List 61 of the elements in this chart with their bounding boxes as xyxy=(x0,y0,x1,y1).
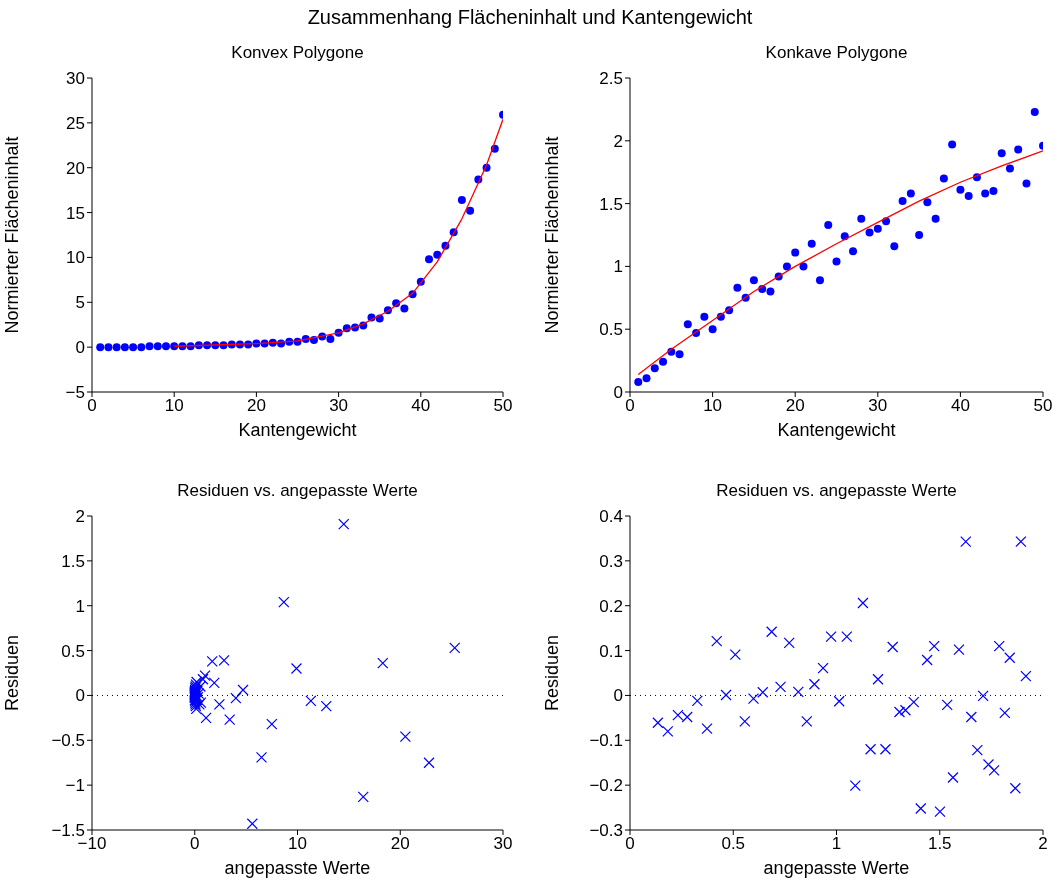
x-tick-label: 30 xyxy=(493,834,513,854)
x-tick-label: 50 xyxy=(493,396,513,416)
chart-title: Konvex Polygone xyxy=(230,42,365,64)
chart-title: Residuen vs. angepasste Werte xyxy=(176,480,419,502)
chart-title: Residuen vs. angepasste Werte xyxy=(715,480,958,502)
y-tick-label: 1.5 xyxy=(61,551,85,571)
y-tick-label: 0.2 xyxy=(599,596,623,616)
x-tick-label: 30 xyxy=(329,396,349,416)
x-tick-label: 2 xyxy=(1038,834,1048,854)
x-tick-label: 1 xyxy=(831,834,842,854)
y-tick-label: 0.5 xyxy=(599,320,623,340)
x-tick-label: 10 xyxy=(288,834,307,854)
y-tick-label: 0.4 xyxy=(599,507,623,527)
x-axis-title: angepasste Werte xyxy=(224,858,371,878)
y-tick-label: 0.1 xyxy=(599,641,623,661)
y-tick-label: −0.2 xyxy=(589,776,623,796)
x-tick-label: 10 xyxy=(164,396,184,416)
text: Zusammenhang Flächeninhalt und Kantengewicht xyxy=(306,6,754,29)
y-tick-label: 1 xyxy=(613,257,623,277)
x-axis-title: angepasste Werte xyxy=(763,858,910,878)
y-tick-label: 0 xyxy=(75,338,85,358)
y-tick-label: −0.3 xyxy=(589,821,623,841)
y-axis-title: Normierter Flächeninhalt xyxy=(542,136,563,334)
y-tick-label: 1 xyxy=(75,596,85,616)
y-tick-label: 30 xyxy=(66,69,85,89)
x-tick-label: 0 xyxy=(190,834,200,854)
y-tick-label: −5 xyxy=(65,383,85,403)
y-axis-title: Residuen xyxy=(2,634,23,712)
y-axis-title: Residuen xyxy=(542,634,563,712)
x-tick-label: 30 xyxy=(868,396,888,416)
x-tick-label: 50 xyxy=(1033,396,1053,416)
y-tick-label: 10 xyxy=(66,248,85,268)
y-tick-label: −0.1 xyxy=(589,731,623,751)
y-tick-label: 5 xyxy=(75,293,85,313)
y-tick-label: 0 xyxy=(75,686,85,706)
x-tick-label: 40 xyxy=(950,396,970,416)
y-tick-label: 2 xyxy=(613,131,623,151)
y-tick-label: −1 xyxy=(65,776,85,796)
y-tick-label: 2 xyxy=(75,507,85,527)
x-tick-label: 10 xyxy=(703,396,723,416)
y-axis-title: Normierter Flächeninhalt xyxy=(2,136,23,334)
y-tick-label: −0.5 xyxy=(51,731,85,751)
y-tick-label: 20 xyxy=(66,158,85,178)
y-tick-label: 15 xyxy=(66,203,85,223)
x-tick-label: 1.5 xyxy=(927,834,952,854)
y-tick-label: 2.5 xyxy=(599,69,623,89)
x-tick-label: 20 xyxy=(390,834,410,854)
y-tick-label: −1.5 xyxy=(51,821,85,841)
x-tick-label: 0.5 xyxy=(721,834,746,854)
x-axis-title: Kantengewicht xyxy=(777,420,896,440)
chart-title: Konkave Polygone xyxy=(764,42,909,64)
y-tick-label: 0.5 xyxy=(61,641,85,661)
y-tick-label: 1.5 xyxy=(599,194,623,214)
x-axis-title: Kantengewicht xyxy=(238,420,357,440)
y-tick-label: 0.3 xyxy=(599,551,623,571)
y-tick-label: 25 xyxy=(66,113,85,133)
y-tick-label: 0 xyxy=(613,383,623,403)
x-tick-label: 20 xyxy=(785,396,805,416)
y-tick-label: 0 xyxy=(613,686,623,706)
x-tick-label: 40 xyxy=(411,396,431,416)
x-tick-label: 20 xyxy=(246,396,266,416)
